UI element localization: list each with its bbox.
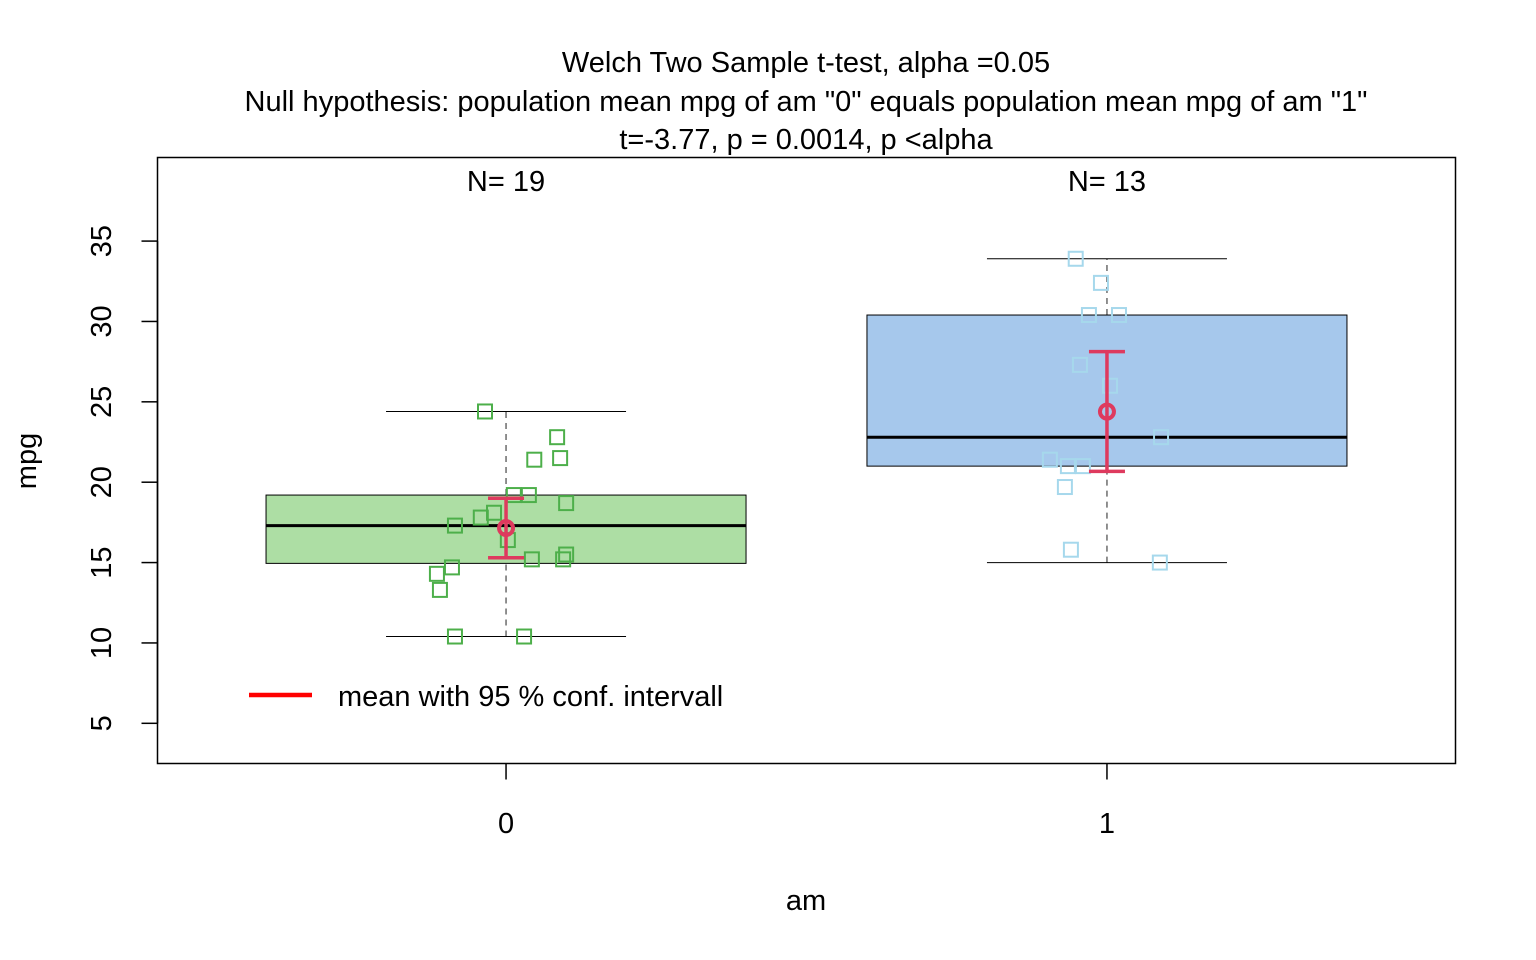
y-tick-label-20: 20 <box>86 466 118 498</box>
n-label-0: N= 19 <box>467 166 545 198</box>
y-tick-label-30: 30 <box>86 305 118 337</box>
data-point-0-2 <box>553 451 567 465</box>
y-tick-label-10: 10 <box>86 627 118 659</box>
title-line-2: Null hypothesis: population mean mpg of … <box>245 86 1368 118</box>
legend: mean with 95 % conf. intervall <box>249 681 723 713</box>
y-tick-label-5: 5 <box>86 715 118 731</box>
y-tick-label-35: 35 <box>86 225 118 257</box>
title-line-3: t=-3.77, p = 0.0014, p <alpha <box>619 124 993 156</box>
x-tick-label-0: 0 <box>498 808 514 840</box>
box-groups: N= 19 N= 13 <box>266 166 1347 644</box>
data-point-0-1 <box>550 430 564 444</box>
x-axis-label: am <box>786 885 826 917</box>
box-group-0: N= 19 <box>266 166 746 644</box>
data-point-1-11 <box>1064 543 1078 557</box>
data-point-1-1 <box>1094 276 1108 290</box>
data-point-1-10 <box>1058 480 1072 494</box>
x-tick-label-1: 1 <box>1099 808 1115 840</box>
box-group-1: N= 13 <box>867 166 1347 570</box>
data-point-0-15 <box>430 567 444 581</box>
y-axis-label: mpg <box>11 433 43 489</box>
data-point-0-3 <box>527 453 541 467</box>
title-line-1: Welch Two Sample t-test, alpha =0.05 <box>562 47 1050 79</box>
y-tick-label-25: 25 <box>86 386 118 418</box>
y-tick-label-15: 15 <box>86 546 118 578</box>
data-point-0-16 <box>433 583 447 597</box>
chart-title: Welch Two Sample t-test, alpha =0.05 Nul… <box>245 47 1368 156</box>
legend-label-mean: mean with 95 % conf. intervall <box>338 681 723 713</box>
n-label-1: N= 13 <box>1068 166 1146 198</box>
